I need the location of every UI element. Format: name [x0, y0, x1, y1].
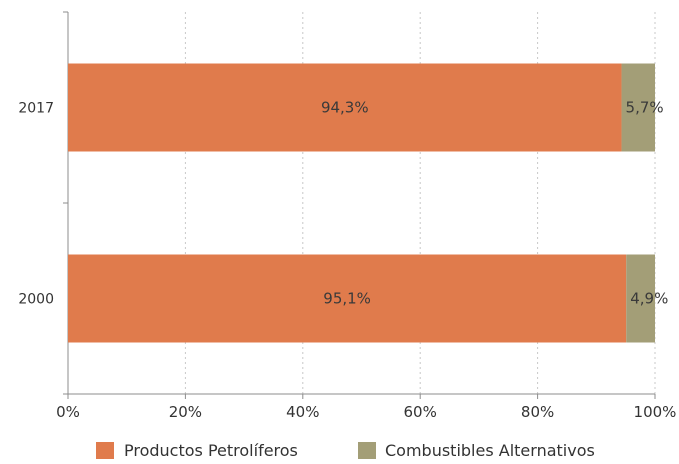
- grid-lines: [184, 12, 656, 394]
- legend-swatch: [358, 442, 376, 459]
- data-label: 95,1%: [323, 290, 371, 308]
- data-label: 4,9%: [630, 290, 668, 308]
- x-tick-label: 60%: [404, 403, 437, 421]
- bar-productos-petroliferos: [68, 254, 627, 343]
- data-label: 94,3%: [321, 99, 369, 117]
- x-tick-label: 80%: [521, 403, 554, 421]
- data-label: 5,7%: [626, 99, 664, 117]
- bar-combustibles-alternativos: [621, 63, 655, 152]
- bar-productos-petroliferos: [68, 63, 622, 152]
- x-tick-label: 100%: [634, 403, 677, 421]
- legend: Productos Petrolíferos Combustibles Alter…: [96, 441, 595, 460]
- legend-item-combustibles-alternativos: Combustibles Alternativos: [385, 441, 595, 460]
- category-label: 2017: [18, 101, 54, 117]
- x-tick-label: 40%: [286, 403, 319, 421]
- legend-item-productos-petroliferos: Productos Petrolíferos: [124, 441, 298, 460]
- x-tick-label: 0%: [56, 403, 80, 421]
- x-tick-label: 20%: [169, 403, 202, 421]
- data-labels: 94,3% 5,7% 95,1% 4,9%: [321, 99, 668, 308]
- bars: [68, 63, 655, 343]
- bar-combustibles-alternativos: [626, 254, 655, 343]
- category-label: 2000: [18, 292, 54, 308]
- tick-labels: 0% 20% 40% 60% 80% 100% 2017 2000: [18, 101, 676, 422]
- legend-swatch: [96, 442, 114, 459]
